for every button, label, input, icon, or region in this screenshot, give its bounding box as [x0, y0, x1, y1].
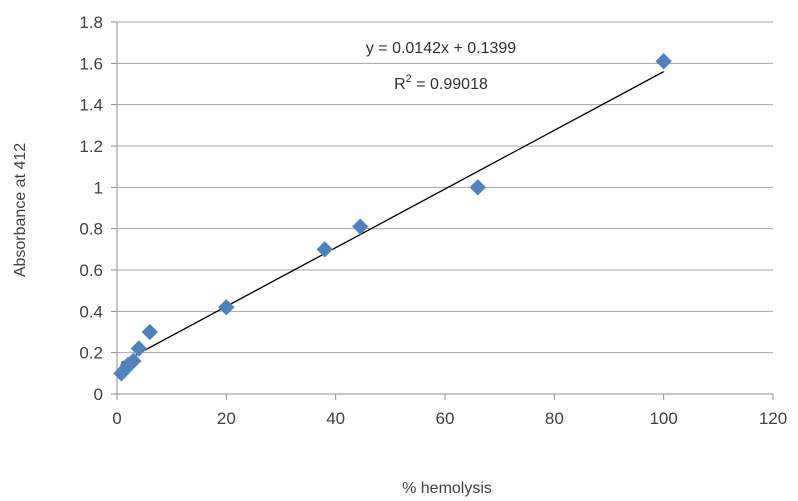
data-point-marker: [130, 340, 148, 357]
y-tick-label: 1.2: [79, 137, 103, 156]
r-squared-superscript: 2: [406, 73, 412, 85]
y-tick-label: 0.8: [79, 220, 103, 239]
y-tick-labels: 0 0.2 0.4 0.6 0.8 1 1.2 1.4 1.6 1.8: [79, 13, 103, 404]
data-point-marker: [469, 178, 487, 196]
y-tick-label: 0.2: [79, 344, 103, 363]
r-squared-label: R2 = 0.99018: [394, 73, 488, 93]
y-tick-label: 0.4: [79, 302, 103, 321]
y-tick-label: 1.4: [79, 96, 103, 115]
x-tick-label: 20: [217, 409, 236, 428]
trendline-equation: y = 0.0142x + 0.1399: [366, 40, 516, 57]
y-tick-label: 1: [94, 178, 103, 197]
axes: [111, 21, 774, 400]
x-tick-label: 40: [326, 409, 345, 428]
linear-trendline: [121, 71, 664, 364]
data-point-marker: [316, 240, 334, 258]
r-squared-value: = 0.99018: [412, 76, 488, 93]
data-point-marker: [217, 298, 235, 316]
x-tick-label: 100: [649, 409, 677, 428]
x-tick-label: 120: [759, 409, 787, 428]
x-tick-labels: 0 20 40 60 80 100 120: [112, 409, 787, 428]
data-point-marker: [125, 352, 142, 370]
y-tick-label: 1.6: [79, 54, 103, 73]
data-point-marker: [351, 218, 369, 235]
x-tick-label: 0: [112, 409, 121, 428]
x-tick-label: 80: [545, 409, 564, 428]
gridlines: [117, 21, 773, 354]
data-point-marker: [655, 52, 673, 70]
r-squared-prefix: R: [394, 76, 406, 93]
y-axis-title: Absorbance at 412: [12, 143, 29, 277]
y-tick-label: 0.6: [79, 261, 103, 280]
trendline-group: [121, 71, 664, 364]
data-point-marker: [141, 323, 159, 341]
x-tick-label: 60: [436, 409, 455, 428]
data-points: [113, 52, 673, 382]
x-axis-title: % hemolysis: [402, 480, 492, 497]
y-tick-label: 0: [94, 385, 103, 404]
y-tick-label: 1.8: [79, 13, 103, 32]
